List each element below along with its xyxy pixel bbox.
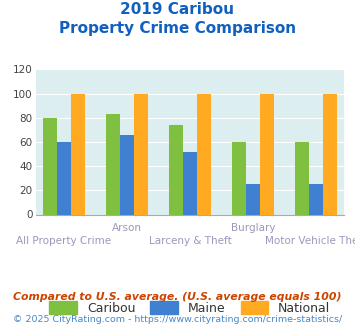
Bar [260, 93, 274, 214]
Text: Arson: Arson [112, 223, 142, 233]
Bar [323, 93, 337, 214]
Bar [134, 93, 148, 214]
Text: Property Crime Comparison: Property Crime Comparison [59, 21, 296, 36]
Bar [183, 151, 197, 214]
Bar [232, 142, 246, 214]
Text: Larceny & Theft: Larceny & Theft [148, 236, 231, 246]
Bar [43, 118, 57, 214]
Bar [120, 135, 134, 214]
Text: Motor Vehicle Theft: Motor Vehicle Theft [266, 236, 355, 246]
Bar [57, 142, 71, 214]
Text: © 2025 CityRating.com - https://www.cityrating.com/crime-statistics/: © 2025 CityRating.com - https://www.city… [13, 315, 342, 324]
Bar [197, 93, 211, 214]
Text: 2019 Caribou: 2019 Caribou [120, 2, 235, 16]
Legend: Caribou, Maine, National: Caribou, Maine, National [44, 296, 335, 320]
Bar [309, 184, 323, 214]
Text: Compared to U.S. average. (U.S. average equals 100): Compared to U.S. average. (U.S. average … [13, 292, 342, 302]
Text: Burglary: Burglary [231, 223, 275, 233]
Bar [169, 125, 183, 214]
Bar [106, 114, 120, 214]
Bar [246, 184, 260, 214]
Text: All Property Crime: All Property Crime [16, 236, 111, 246]
Bar [71, 93, 84, 214]
Bar [295, 142, 309, 214]
